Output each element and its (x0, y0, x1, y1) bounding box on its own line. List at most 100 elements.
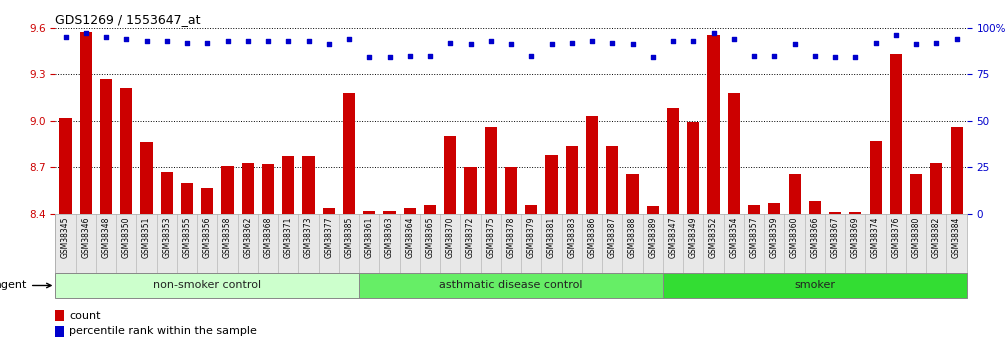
Bar (100, 79, 112, 214)
Text: GSM38360: GSM38360 (790, 217, 800, 258)
Text: GSM38351: GSM38351 (142, 217, 151, 258)
Text: GSM38357: GSM38357 (749, 217, 758, 258)
Bar (849, 213, 861, 214)
Text: GSM38346: GSM38346 (82, 217, 91, 258)
Bar (404, 208, 416, 214)
Point (199, 40, 215, 45)
Bar (829, 213, 841, 214)
Bar (646, 206, 659, 214)
Point (382, 55, 398, 60)
Bar (890, 54, 902, 214)
Point (179, 40, 195, 45)
Bar (80, 32, 92, 214)
Point (888, 32, 904, 38)
Point (482, 38, 498, 43)
Text: GSM38348: GSM38348 (102, 217, 111, 258)
Text: GSM38384: GSM38384 (952, 217, 961, 258)
Text: GSM38389: GSM38389 (649, 217, 658, 258)
Bar (55, 310, 64, 321)
Point (159, 38, 175, 43)
Point (726, 36, 742, 41)
Text: GSM38372: GSM38372 (466, 217, 475, 258)
Point (320, 42, 336, 47)
Point (300, 38, 316, 43)
Point (949, 36, 965, 41)
Text: GSM38356: GSM38356 (202, 217, 211, 258)
Bar (667, 108, 679, 214)
Text: GSM38366: GSM38366 (811, 217, 820, 258)
Point (462, 42, 478, 47)
Text: asthmatic disease control: asthmatic disease control (439, 280, 583, 290)
Text: GSM38367: GSM38367 (831, 217, 840, 258)
Bar (262, 164, 274, 214)
Bar (59, 118, 71, 214)
Point (138, 38, 154, 43)
Bar (930, 163, 943, 214)
Point (665, 38, 681, 43)
Point (644, 55, 661, 60)
Bar (161, 172, 173, 214)
Bar (869, 141, 882, 214)
Bar (222, 166, 234, 214)
Bar (748, 205, 760, 214)
Bar (282, 157, 294, 214)
Point (746, 53, 762, 58)
Bar (242, 163, 254, 214)
Point (564, 40, 580, 45)
Bar (55, 326, 64, 337)
Bar (181, 183, 193, 214)
Point (847, 55, 863, 60)
Bar (687, 122, 700, 214)
Bar (586, 116, 598, 214)
Bar (444, 136, 456, 214)
Bar (120, 88, 132, 214)
Bar (951, 127, 963, 214)
Text: GSM38358: GSM38358 (223, 217, 232, 258)
Bar (140, 142, 153, 214)
Text: GSM38382: GSM38382 (931, 217, 941, 258)
Point (807, 53, 823, 58)
Text: GSM38387: GSM38387 (608, 217, 617, 258)
Text: GSM38375: GSM38375 (486, 217, 495, 258)
Point (544, 42, 560, 47)
Bar (302, 157, 314, 214)
Bar (322, 208, 335, 214)
Point (260, 38, 276, 43)
Point (766, 53, 782, 58)
Text: GSM38353: GSM38353 (162, 217, 171, 258)
Point (706, 30, 722, 36)
Text: GSM38345: GSM38345 (61, 217, 70, 258)
Point (98, 34, 114, 40)
Bar (768, 203, 780, 214)
Text: non-smoker control: non-smoker control (153, 280, 262, 290)
Bar (606, 146, 618, 214)
Text: GSM38388: GSM38388 (628, 217, 637, 258)
Text: GSM38365: GSM38365 (426, 217, 435, 258)
Bar (566, 146, 578, 214)
Bar (910, 174, 922, 214)
Text: smoker: smoker (795, 280, 836, 290)
Text: GSM38374: GSM38374 (871, 217, 880, 258)
Point (442, 40, 458, 45)
Point (786, 42, 803, 47)
Bar (728, 93, 740, 214)
Bar (809, 201, 821, 214)
Bar (788, 174, 801, 214)
Point (604, 40, 620, 45)
Text: GSM38368: GSM38368 (264, 217, 273, 258)
Text: GSM38370: GSM38370 (446, 217, 455, 258)
Text: GSM38354: GSM38354 (729, 217, 738, 258)
Bar (364, 211, 376, 214)
Bar (484, 127, 496, 214)
Text: percentile rank within the sample: percentile rank within the sample (69, 326, 257, 336)
Text: GSM38364: GSM38364 (405, 217, 414, 258)
Point (502, 42, 519, 47)
Point (584, 38, 600, 43)
Point (624, 42, 640, 47)
Text: GSM38361: GSM38361 (365, 217, 374, 258)
Text: count: count (69, 311, 101, 321)
Bar (424, 205, 436, 214)
Text: GSM38371: GSM38371 (284, 217, 293, 258)
Bar (55, 273, 359, 298)
Bar (343, 93, 355, 214)
